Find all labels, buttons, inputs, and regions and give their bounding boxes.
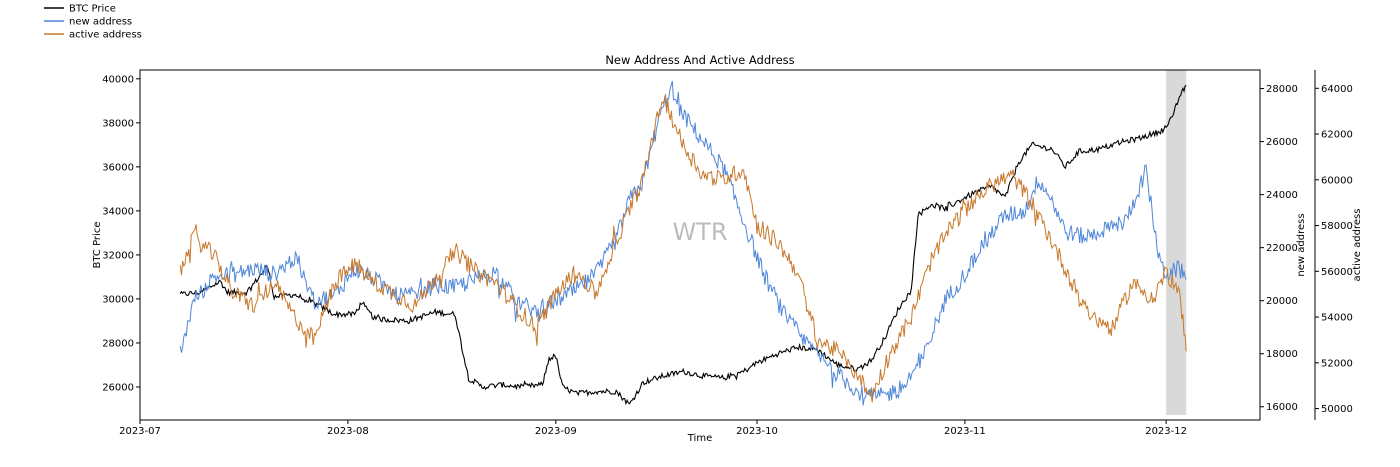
right1-tick-label: 22000: [1266, 243, 1298, 254]
series-btc-price: [179, 84, 1187, 406]
series-layer: [179, 80, 1187, 406]
left-tick-label: 40000: [102, 74, 134, 85]
right-axis-new-address: 16000 18000 20000 22000 24000 26000 28000: [1260, 84, 1298, 413]
watermark: WTR: [672, 218, 727, 246]
right2-tick-label: 54000: [1321, 313, 1353, 324]
right-axis-label-new-address: new address: [1296, 213, 1307, 276]
x-tick-label: 2023-07: [119, 426, 161, 437]
right2-tick-label: 58000: [1321, 221, 1353, 232]
right1-tick-label: 16000: [1266, 402, 1298, 413]
right1-tick-label: 20000: [1266, 296, 1298, 307]
x-tick-label: 2023-09: [535, 426, 577, 437]
right2-tick-label: 50000: [1321, 404, 1353, 415]
series-line-btc-price: [179, 84, 1187, 406]
left-tick-label: 32000: [102, 250, 134, 261]
x-tick-label: 2023-08: [327, 426, 369, 437]
right2-tick-label: 64000: [1321, 84, 1353, 95]
right1-tick-label: 24000: [1266, 190, 1298, 201]
highlight-band: [1166, 70, 1187, 415]
x-axis: 2023-07 2023-08 2023-09 2023-10 2023-11 2023-…: [119, 420, 1187, 437]
right-axis-active-address: 50000 52000 54000 56000 58000 60000 62000 64000: [1315, 84, 1353, 415]
series-line-new-address: [179, 80, 1187, 406]
right1-tick-label: 28000: [1266, 84, 1298, 95]
legend-label-active-address: active address: [69, 30, 142, 41]
right1-tick-label: 26000: [1266, 137, 1298, 148]
left-tick-label: 38000: [102, 118, 134, 129]
x-tick-label: 2023-12: [1145, 426, 1187, 437]
series-new-address: [179, 80, 1187, 406]
right2-tick-label: 52000: [1321, 358, 1353, 369]
series-line-active-address: [179, 94, 1187, 403]
plot-frame: [139, 69, 1261, 421]
series-active-address: [179, 94, 1187, 403]
legend: BTC Price new address active address: [44, 4, 142, 41]
x-tick-label: 2023-11: [944, 426, 986, 437]
legend-label-btc-price: BTC Price: [69, 4, 116, 15]
right2-tick-label: 62000: [1321, 130, 1353, 141]
right2-tick-label: 60000: [1321, 175, 1353, 186]
x-axis-label: Time: [687, 433, 712, 444]
left-tick-label: 30000: [102, 294, 134, 305]
x-tick-label: 2023-10: [736, 426, 778, 437]
chart-title: New Address And Active Address: [605, 53, 794, 67]
left-tick-label: 28000: [102, 338, 134, 349]
left-tick-label: 34000: [102, 206, 134, 217]
left-tick-label: 26000: [102, 382, 134, 393]
left-axis-label: BTC Price: [92, 222, 103, 269]
left-axis: 26000 28000 30000 32000 34000 36000 38000 40000: [102, 74, 140, 393]
right-axis-label-active-address: active address: [1352, 209, 1363, 282]
right2-tick-label: 56000: [1321, 267, 1353, 278]
right1-tick-label: 18000: [1266, 349, 1298, 360]
left-tick-label: 36000: [102, 162, 134, 173]
legend-label-new-address: new address: [69, 17, 132, 28]
